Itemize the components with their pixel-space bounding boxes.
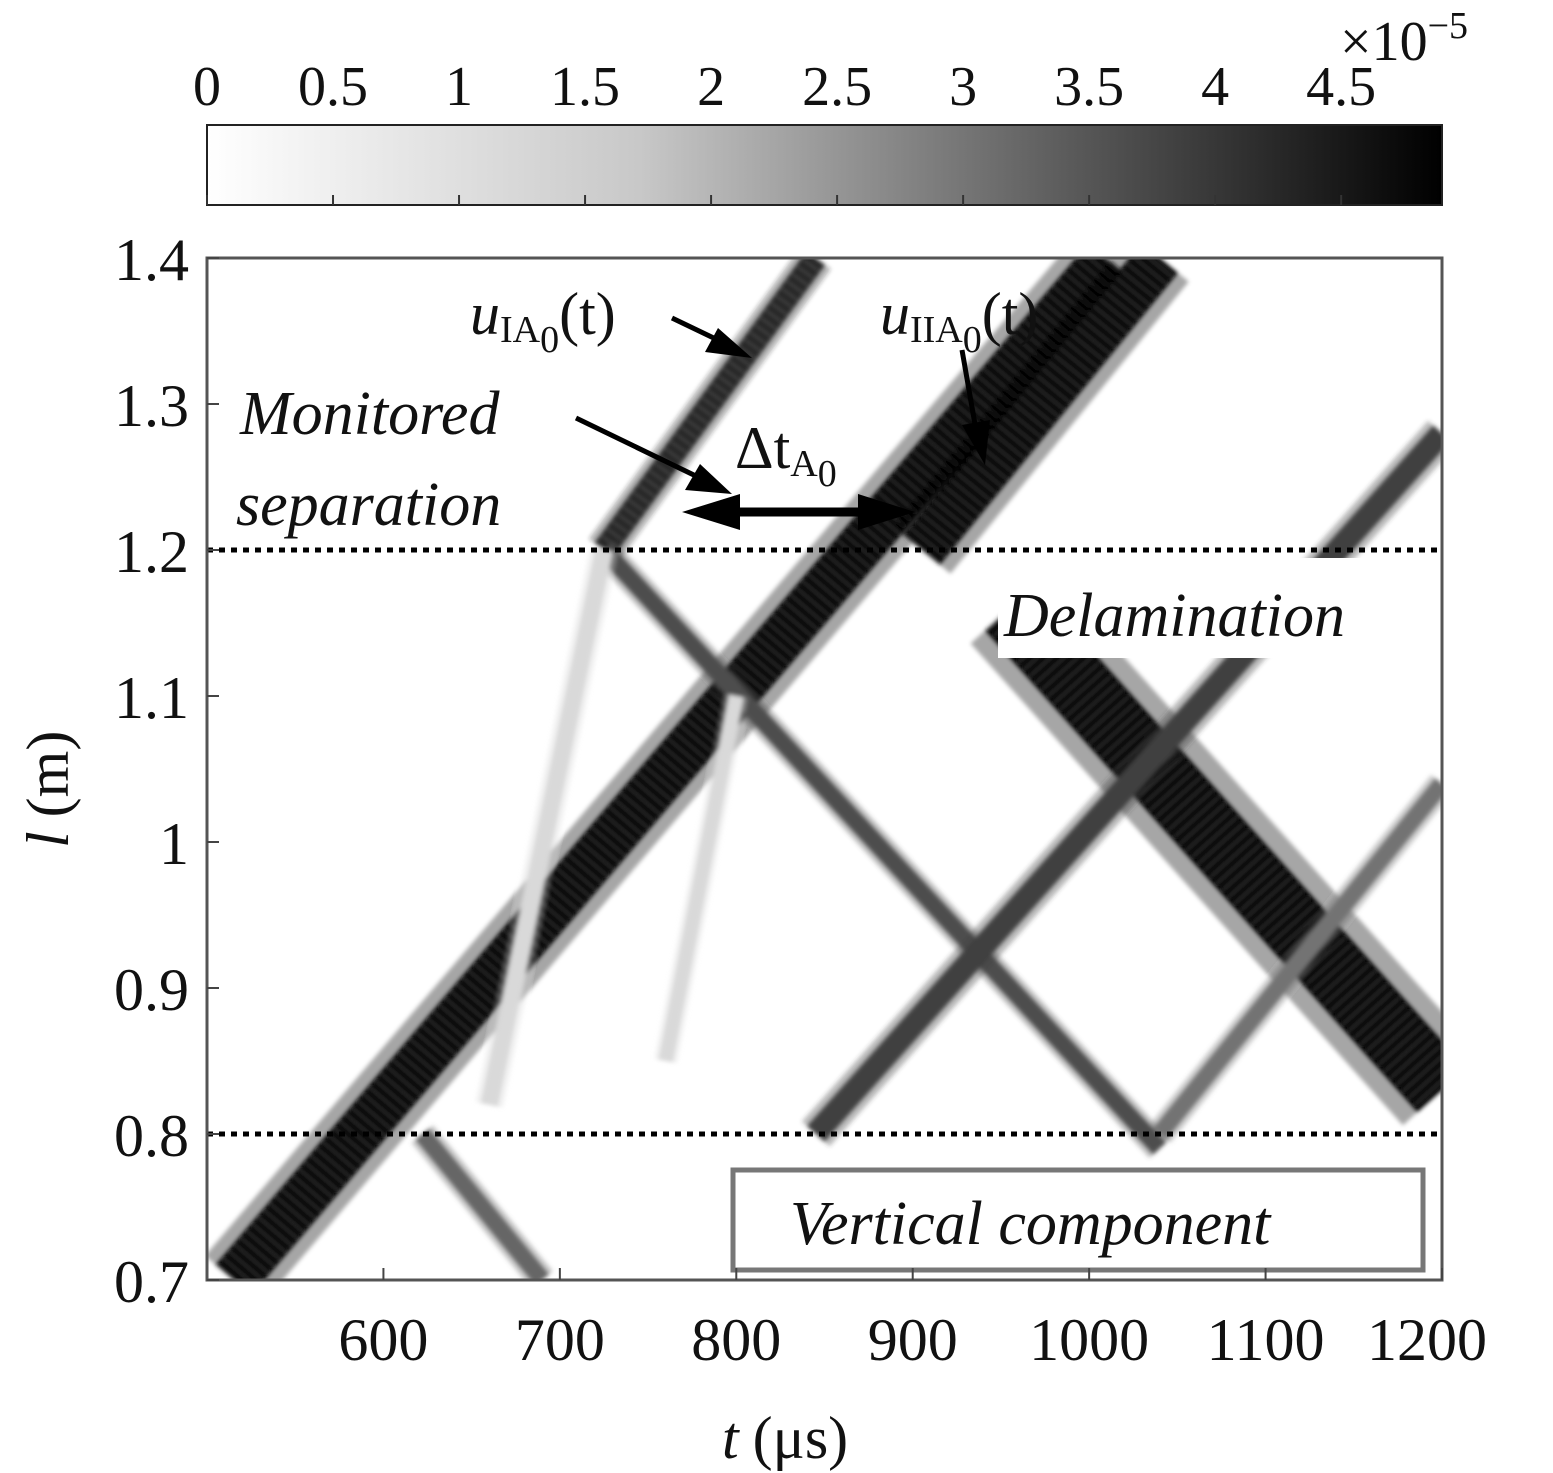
arrow-uIIA0 — [959, 349, 990, 465]
x-axis-title: t (μs) — [722, 1405, 848, 1471]
colorbar-tick-label: 2.5 — [802, 56, 872, 118]
separation-label: separation — [236, 471, 501, 539]
colorbar-tick-label: 1 — [445, 56, 473, 118]
y-tick-label: 1 — [159, 811, 189, 877]
plot-frame — [205, 256, 1444, 1282]
delamination-box — [998, 558, 1438, 658]
colorbar-tick-label: 4.5 — [1306, 56, 1376, 118]
arrow-monitored — [574, 415, 732, 494]
colorbar: 0 0.5 1 1.5 2 2.5 3 3.5 4 4.5 ×10−5 — [193, 5, 1468, 206]
y-axis-title: l(m) — [15, 731, 81, 848]
wave-band-faint-left — [475, 547, 618, 1108]
colorbar-tick-label: 0 — [193, 56, 221, 118]
uIA0-label: uIA0(t) — [470, 281, 616, 361]
annotations: uIA0(t) uIIA0(t) ΔtA0 Monitored separati… — [236, 281, 1038, 539]
x-tick-label: 800 — [691, 1307, 781, 1373]
arrow-delta-t — [682, 494, 915, 530]
uIIA0-label: uIIA0(t) — [880, 281, 1038, 361]
plot-area: Delamination Vertical component 600 700 80… — [114, 227, 1487, 1373]
wave-band-uIIA0-branch — [892, 258, 1189, 574]
wave-band-lower-reflect — [411, 1125, 554, 1280]
colorbar-tick-label: 3.5 — [1054, 56, 1124, 118]
colorbar-ticks — [206, 195, 1343, 205]
x-tick-label: 1200 — [1367, 1307, 1487, 1373]
delta-t-label: ΔtA0 — [735, 415, 837, 495]
wave-band-faint-mid — [654, 693, 748, 1064]
colorbar-tick-label: 2 — [697, 56, 725, 118]
y-tick-label: 1.1 — [114, 665, 189, 731]
delamination-label: Delamination — [1003, 582, 1345, 650]
colorbar-tick-label: 1.5 — [550, 56, 620, 118]
y-ticks: 0.7 0.8 0.9 1 1.1 1.2 1.3 1.4 — [114, 227, 219, 1315]
wave-band-lower-cross — [1148, 774, 1442, 1143]
x-tick-label: 700 — [515, 1307, 605, 1373]
reference-lines — [207, 547, 1442, 1137]
wave-band-incident-main — [207, 258, 1136, 1280]
y-tick-label: 0.9 — [114, 957, 189, 1023]
y-tick-label: 0.8 — [114, 1103, 189, 1169]
colorbar-gradient — [206, 124, 1443, 206]
wave-band-uIA0-reflect — [593, 540, 1170, 1159]
y-tick-label: 1.4 — [114, 227, 189, 293]
monitored-label: Monitored — [239, 380, 500, 448]
x-tick-label: 1100 — [1207, 1307, 1325, 1373]
y-tick-label: 0.7 — [114, 1249, 189, 1315]
colorbar-tick-label: 4 — [1201, 56, 1229, 118]
y-tick-label: 1.2 — [114, 519, 189, 585]
colorbar-tick-label: 0.5 — [298, 56, 368, 118]
colorbar-tick-labels: 0 0.5 1 1.5 2 2.5 3 3.5 4 4.5 — [193, 56, 1376, 118]
y-tick-label: 1.3 — [114, 373, 189, 439]
vertical-component-label: Vertical component — [790, 1190, 1272, 1258]
wave-bands — [207, 258, 1442, 1280]
colorbar-tick-label: 3 — [949, 56, 977, 118]
wave-band-delam-reflect — [970, 573, 1442, 1126]
arrow-uIA0 — [670, 315, 752, 358]
x-ticks: 600 700 800 900 1000 1100 1200 — [338, 1268, 1487, 1373]
x-tick-label: 900 — [868, 1307, 958, 1373]
colorbar-multiplier: ×10−5 — [1340, 5, 1468, 73]
x-tick-label: 600 — [338, 1307, 428, 1373]
wave-band-uIA0-branch — [588, 258, 831, 561]
x-tick-label: 1000 — [1029, 1307, 1149, 1373]
vertical-component-box — [730, 1167, 1426, 1273]
